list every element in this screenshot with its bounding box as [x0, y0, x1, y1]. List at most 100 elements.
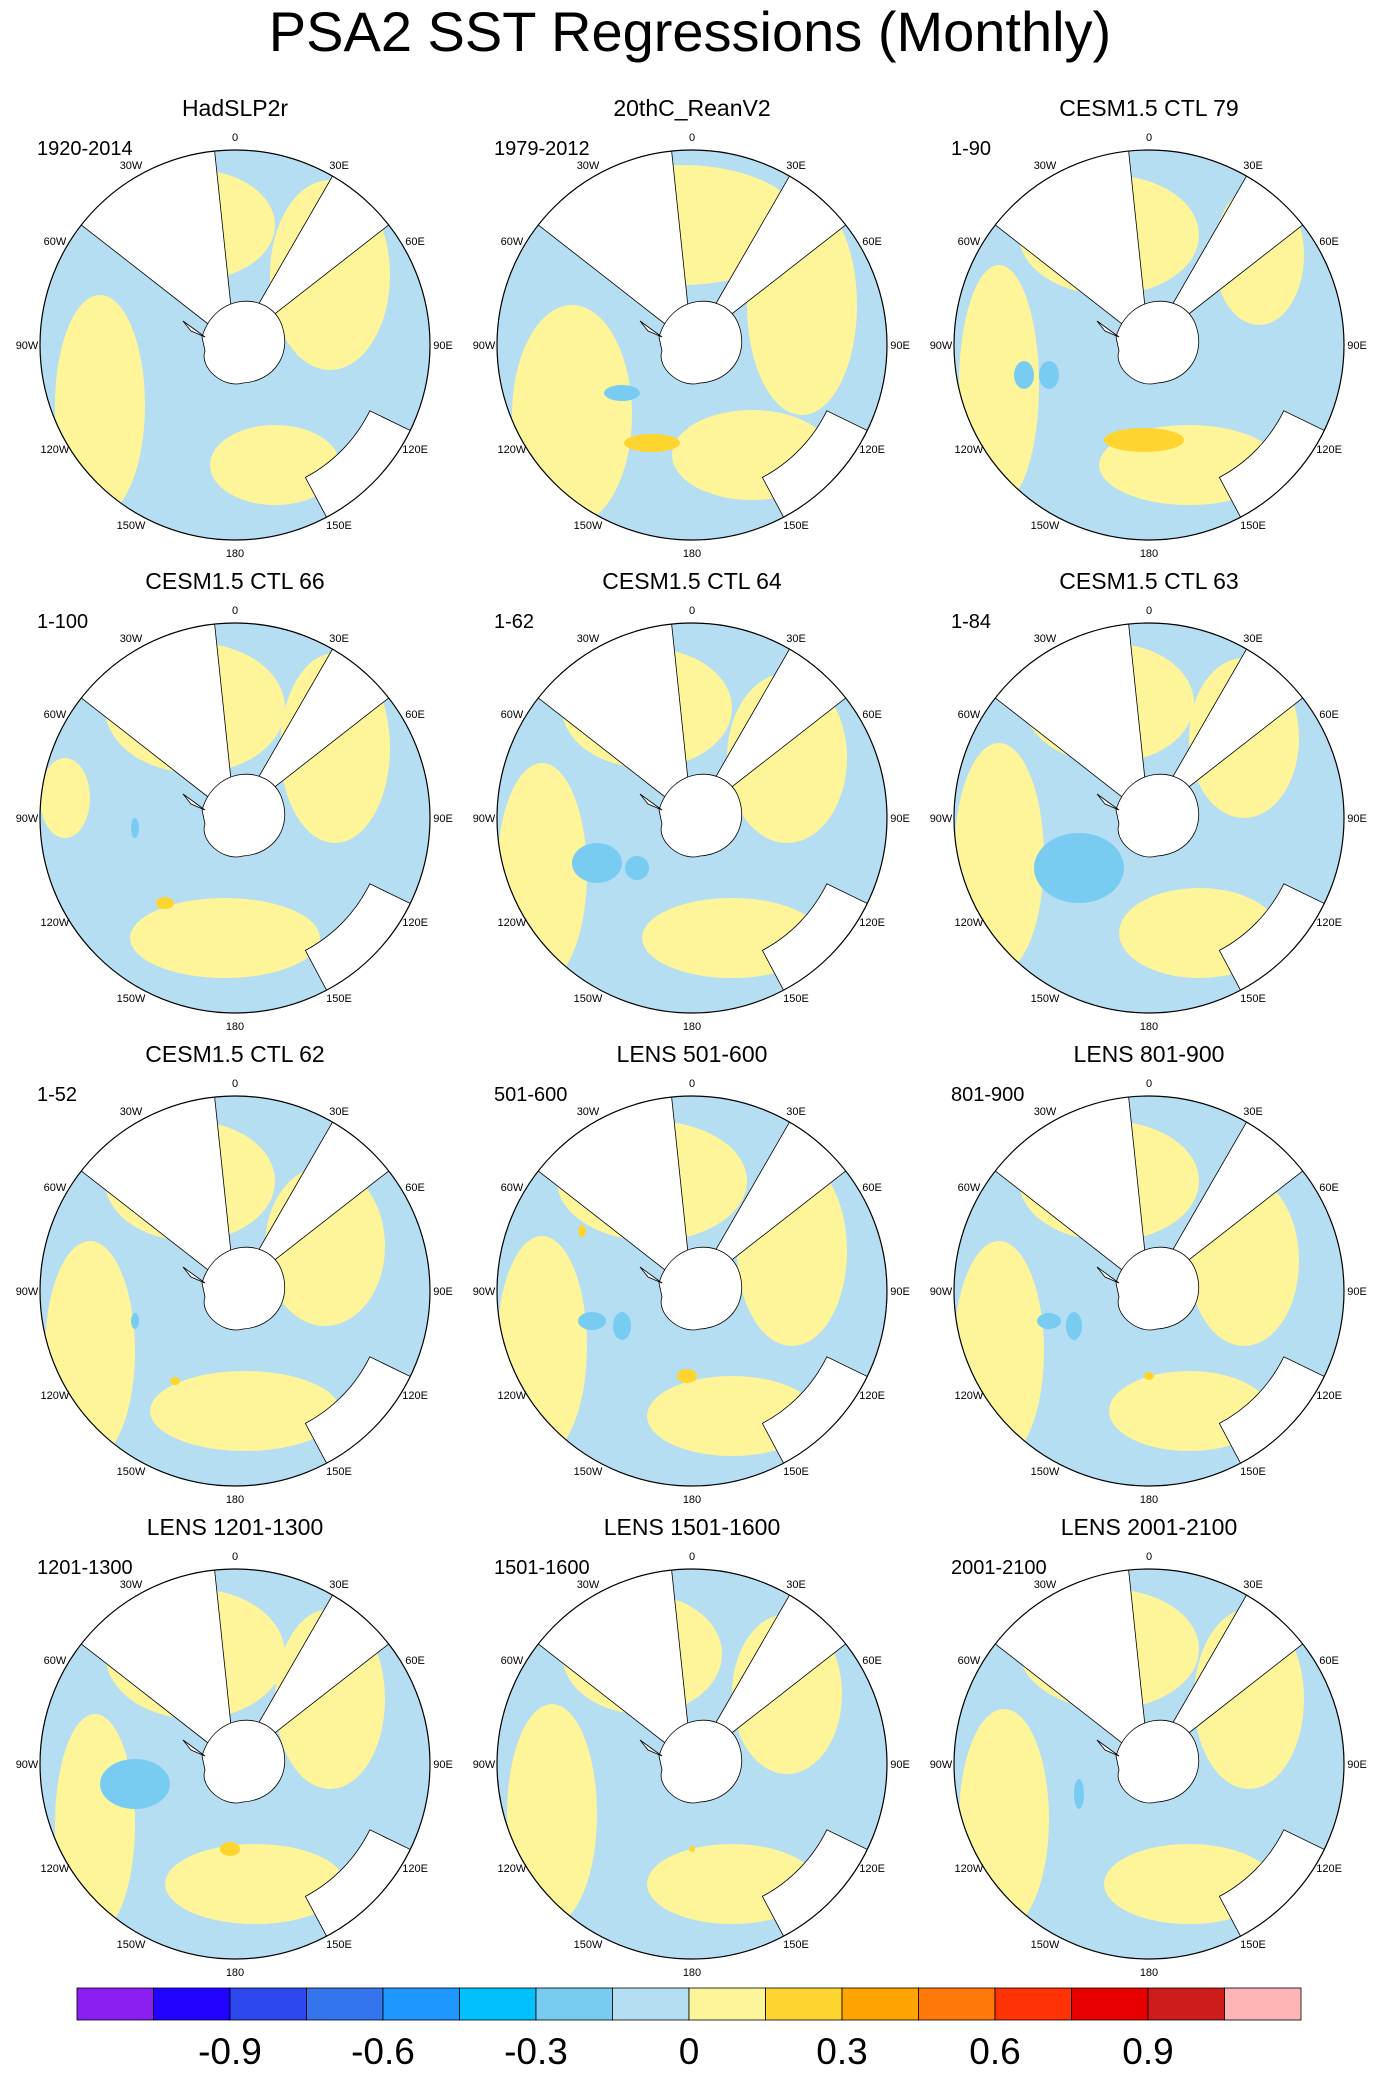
longitude-label: 120W: [41, 444, 70, 456]
positive-anomaly-region: [210, 425, 340, 505]
longitude-label: 60E: [862, 1655, 882, 1667]
negative-anomaly-patch: [1037, 1313, 1061, 1329]
longitude-label: 90W: [930, 1286, 953, 1298]
longitude-label: 30E: [786, 160, 806, 172]
figure-title: PSA2 SST Regressions (Monthly): [268, 0, 1112, 63]
longitude-label: 60W: [958, 236, 981, 248]
longitude-label: 180: [226, 1021, 244, 1033]
longitude-label: 90W: [473, 813, 496, 825]
positive-anomaly-patch: [220, 1842, 240, 1856]
positive-anomaly-patch: [677, 1369, 697, 1383]
antarctic-peninsula: [639, 1266, 663, 1284]
antarctica-land: [658, 1246, 743, 1331]
longitude-label: 180: [226, 1494, 244, 1506]
panel-period: 2001-2100: [951, 1557, 1047, 1579]
polar-map: [954, 1096, 1344, 1486]
longitude-label: 30E: [329, 1106, 349, 1118]
longitude-label: 30E: [786, 633, 806, 645]
colorbar-swatch: [1147, 1987, 1225, 2021]
panel-title: CESM1.5 CTL 79: [1059, 95, 1239, 121]
longitude-label: 30W: [577, 160, 600, 172]
antarctica-land: [1115, 773, 1200, 858]
antarctica-land: [201, 300, 286, 385]
panel-title: CESM1.5 CTL 63: [1059, 568, 1239, 594]
longitude-label: 150E: [326, 1466, 352, 1478]
longitude-label: 120E: [402, 917, 428, 929]
polar-map: [954, 1569, 1344, 1959]
positive-anomaly-region: [130, 898, 320, 978]
colorbar-tick-label: 0.3: [816, 2031, 868, 2072]
polar-map: [497, 1096, 887, 1486]
map-border: [39, 1095, 431, 1487]
longitude-label: 90E: [890, 1286, 910, 1298]
positive-anomaly-patch: [1144, 1372, 1154, 1380]
longitude-label: 60E: [1319, 709, 1339, 721]
colorbar-tick-label: -0.9: [198, 2031, 262, 2072]
longitude-label: 90E: [1347, 813, 1367, 825]
longitude-label: 30W: [120, 633, 143, 645]
longitude-label: 90E: [1347, 1286, 1367, 1298]
longitude-label: 90W: [473, 1759, 496, 1771]
longitude-label: 90W: [930, 1759, 953, 1771]
colorbar-swatch: [1224, 1987, 1302, 2021]
map-border: [39, 149, 431, 541]
longitude-label: 150E: [783, 993, 809, 1005]
longitude-label: 60W: [958, 709, 981, 721]
panel-title: LENS 2001-2100: [1060, 1514, 1238, 1540]
antarctic-peninsula: [182, 1266, 206, 1284]
antarctica-land: [201, 1719, 286, 1804]
longitude-label: 60W: [958, 1655, 981, 1667]
longitude-label: 60E: [405, 709, 425, 721]
antarctic-peninsula: [182, 1739, 206, 1757]
longitude-label: 90E: [1347, 1759, 1367, 1771]
longitude-label: 90E: [890, 340, 910, 352]
antarctic-peninsula: [639, 793, 663, 811]
longitude-label: 150E: [326, 1939, 352, 1951]
antarctica-land: [658, 1719, 743, 1804]
negative-anomaly-patch: [613, 1312, 631, 1340]
longitude-label: 30W: [577, 1579, 600, 1591]
longitude-label: 90E: [890, 813, 910, 825]
longitude-label: 150W: [1031, 1939, 1060, 1951]
longitude-label: 60W: [44, 709, 67, 721]
colorbar-tick-label: 0.6: [969, 2031, 1021, 2072]
longitude-label: 120W: [498, 1863, 527, 1875]
colorbar-swatch: [535, 1987, 613, 2021]
longitude-label: 180: [1140, 1967, 1158, 1979]
panel-period: 1979-2012: [494, 138, 590, 160]
longitude-label: 90E: [433, 813, 453, 825]
longitude-label: 60E: [405, 1655, 425, 1667]
antarctic-peninsula: [639, 320, 663, 338]
longitude-label: 60E: [862, 1182, 882, 1194]
negative-anomaly-patch: [604, 385, 640, 401]
antarctica-land: [658, 773, 743, 858]
colorbar-tick-label: -0.6: [351, 2031, 415, 2072]
longitude-label: 120E: [859, 1390, 885, 1402]
map-border: [953, 149, 1345, 541]
panel-period: 1-100: [37, 611, 89, 633]
longitude-label: 150E: [1240, 993, 1266, 1005]
longitude-label: 90W: [16, 340, 39, 352]
panel-title: LENS 501-600: [616, 1041, 768, 1067]
colorbar-tick-label: -0.3: [504, 2031, 568, 2072]
positive-anomaly-patch: [689, 1846, 695, 1852]
colorbar-swatch: [994, 1987, 1072, 2021]
panel-period: 1-52: [37, 1084, 78, 1106]
longitude-label: 120E: [859, 444, 885, 456]
longitude-label: 120W: [41, 917, 70, 929]
antarctica-land: [1115, 300, 1200, 385]
antarctica-land: [201, 1246, 286, 1331]
longitude-label: 90W: [16, 1286, 39, 1298]
panel-title: LENS 801-900: [1073, 1041, 1225, 1067]
longitude-label: 60E: [1319, 1182, 1339, 1194]
positive-anomaly-patch: [578, 1225, 586, 1237]
longitude-label: 0: [1146, 1551, 1152, 1563]
longitude-label: 30E: [329, 1579, 349, 1591]
longitude-label: 150E: [783, 520, 809, 532]
longitude-label: 90W: [930, 340, 953, 352]
map-border: [953, 1568, 1345, 1960]
longitude-label: 0: [232, 605, 238, 617]
longitude-label: 30W: [1034, 1579, 1057, 1591]
